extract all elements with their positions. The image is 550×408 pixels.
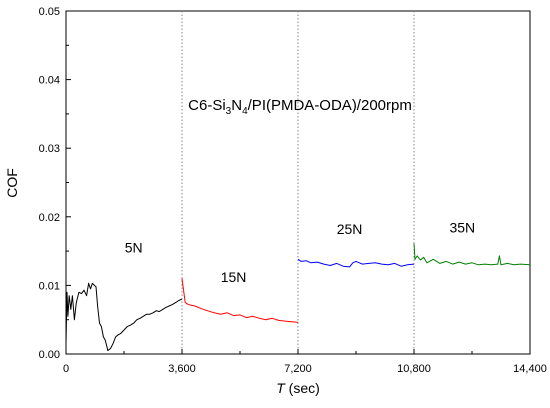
series-label-15n: 15N xyxy=(221,269,247,285)
y-tick-label: 0.05 xyxy=(39,6,60,18)
x-tick-label: 3,600 xyxy=(168,363,196,375)
y-tick-label: 0.02 xyxy=(39,212,60,224)
load-boundaries xyxy=(181,11,415,354)
y-tick-label: 0.01 xyxy=(39,280,60,292)
x-tick-label: 10,800 xyxy=(397,363,431,375)
series-line-5n xyxy=(65,282,183,352)
series-lines xyxy=(65,243,531,352)
x-tick-label: 0 xyxy=(63,363,69,375)
series-label-5n: 5N xyxy=(125,239,143,255)
series-line-15n xyxy=(181,278,299,323)
y-tick-label: 0.00 xyxy=(39,349,60,361)
series-label-25n: 25N xyxy=(337,221,363,237)
series-line-25n xyxy=(297,258,415,268)
chart-annotation: C6-Si3N4/PI(PMDA-ODA)/200rpm xyxy=(188,97,412,117)
y-tick-label: 0.04 xyxy=(39,75,60,87)
x-axis: 0 3,600 7,200 10,800 14,400 xyxy=(63,349,547,375)
x-tick-label: 7,200 xyxy=(284,363,312,375)
series-line-35n xyxy=(413,243,531,266)
y-tick-label: 0.03 xyxy=(39,143,60,155)
x-axis-title: T (sec) xyxy=(276,380,320,396)
x-tick-label: 14,400 xyxy=(513,363,547,375)
series-labels: 5N 15N 25N 35N xyxy=(125,220,475,285)
series-label-35n: 35N xyxy=(449,220,475,236)
y-axis: 0.00 0.01 0.02 0.03 0.04 0.05 xyxy=(39,6,71,361)
y-axis-title: COF xyxy=(4,168,20,198)
